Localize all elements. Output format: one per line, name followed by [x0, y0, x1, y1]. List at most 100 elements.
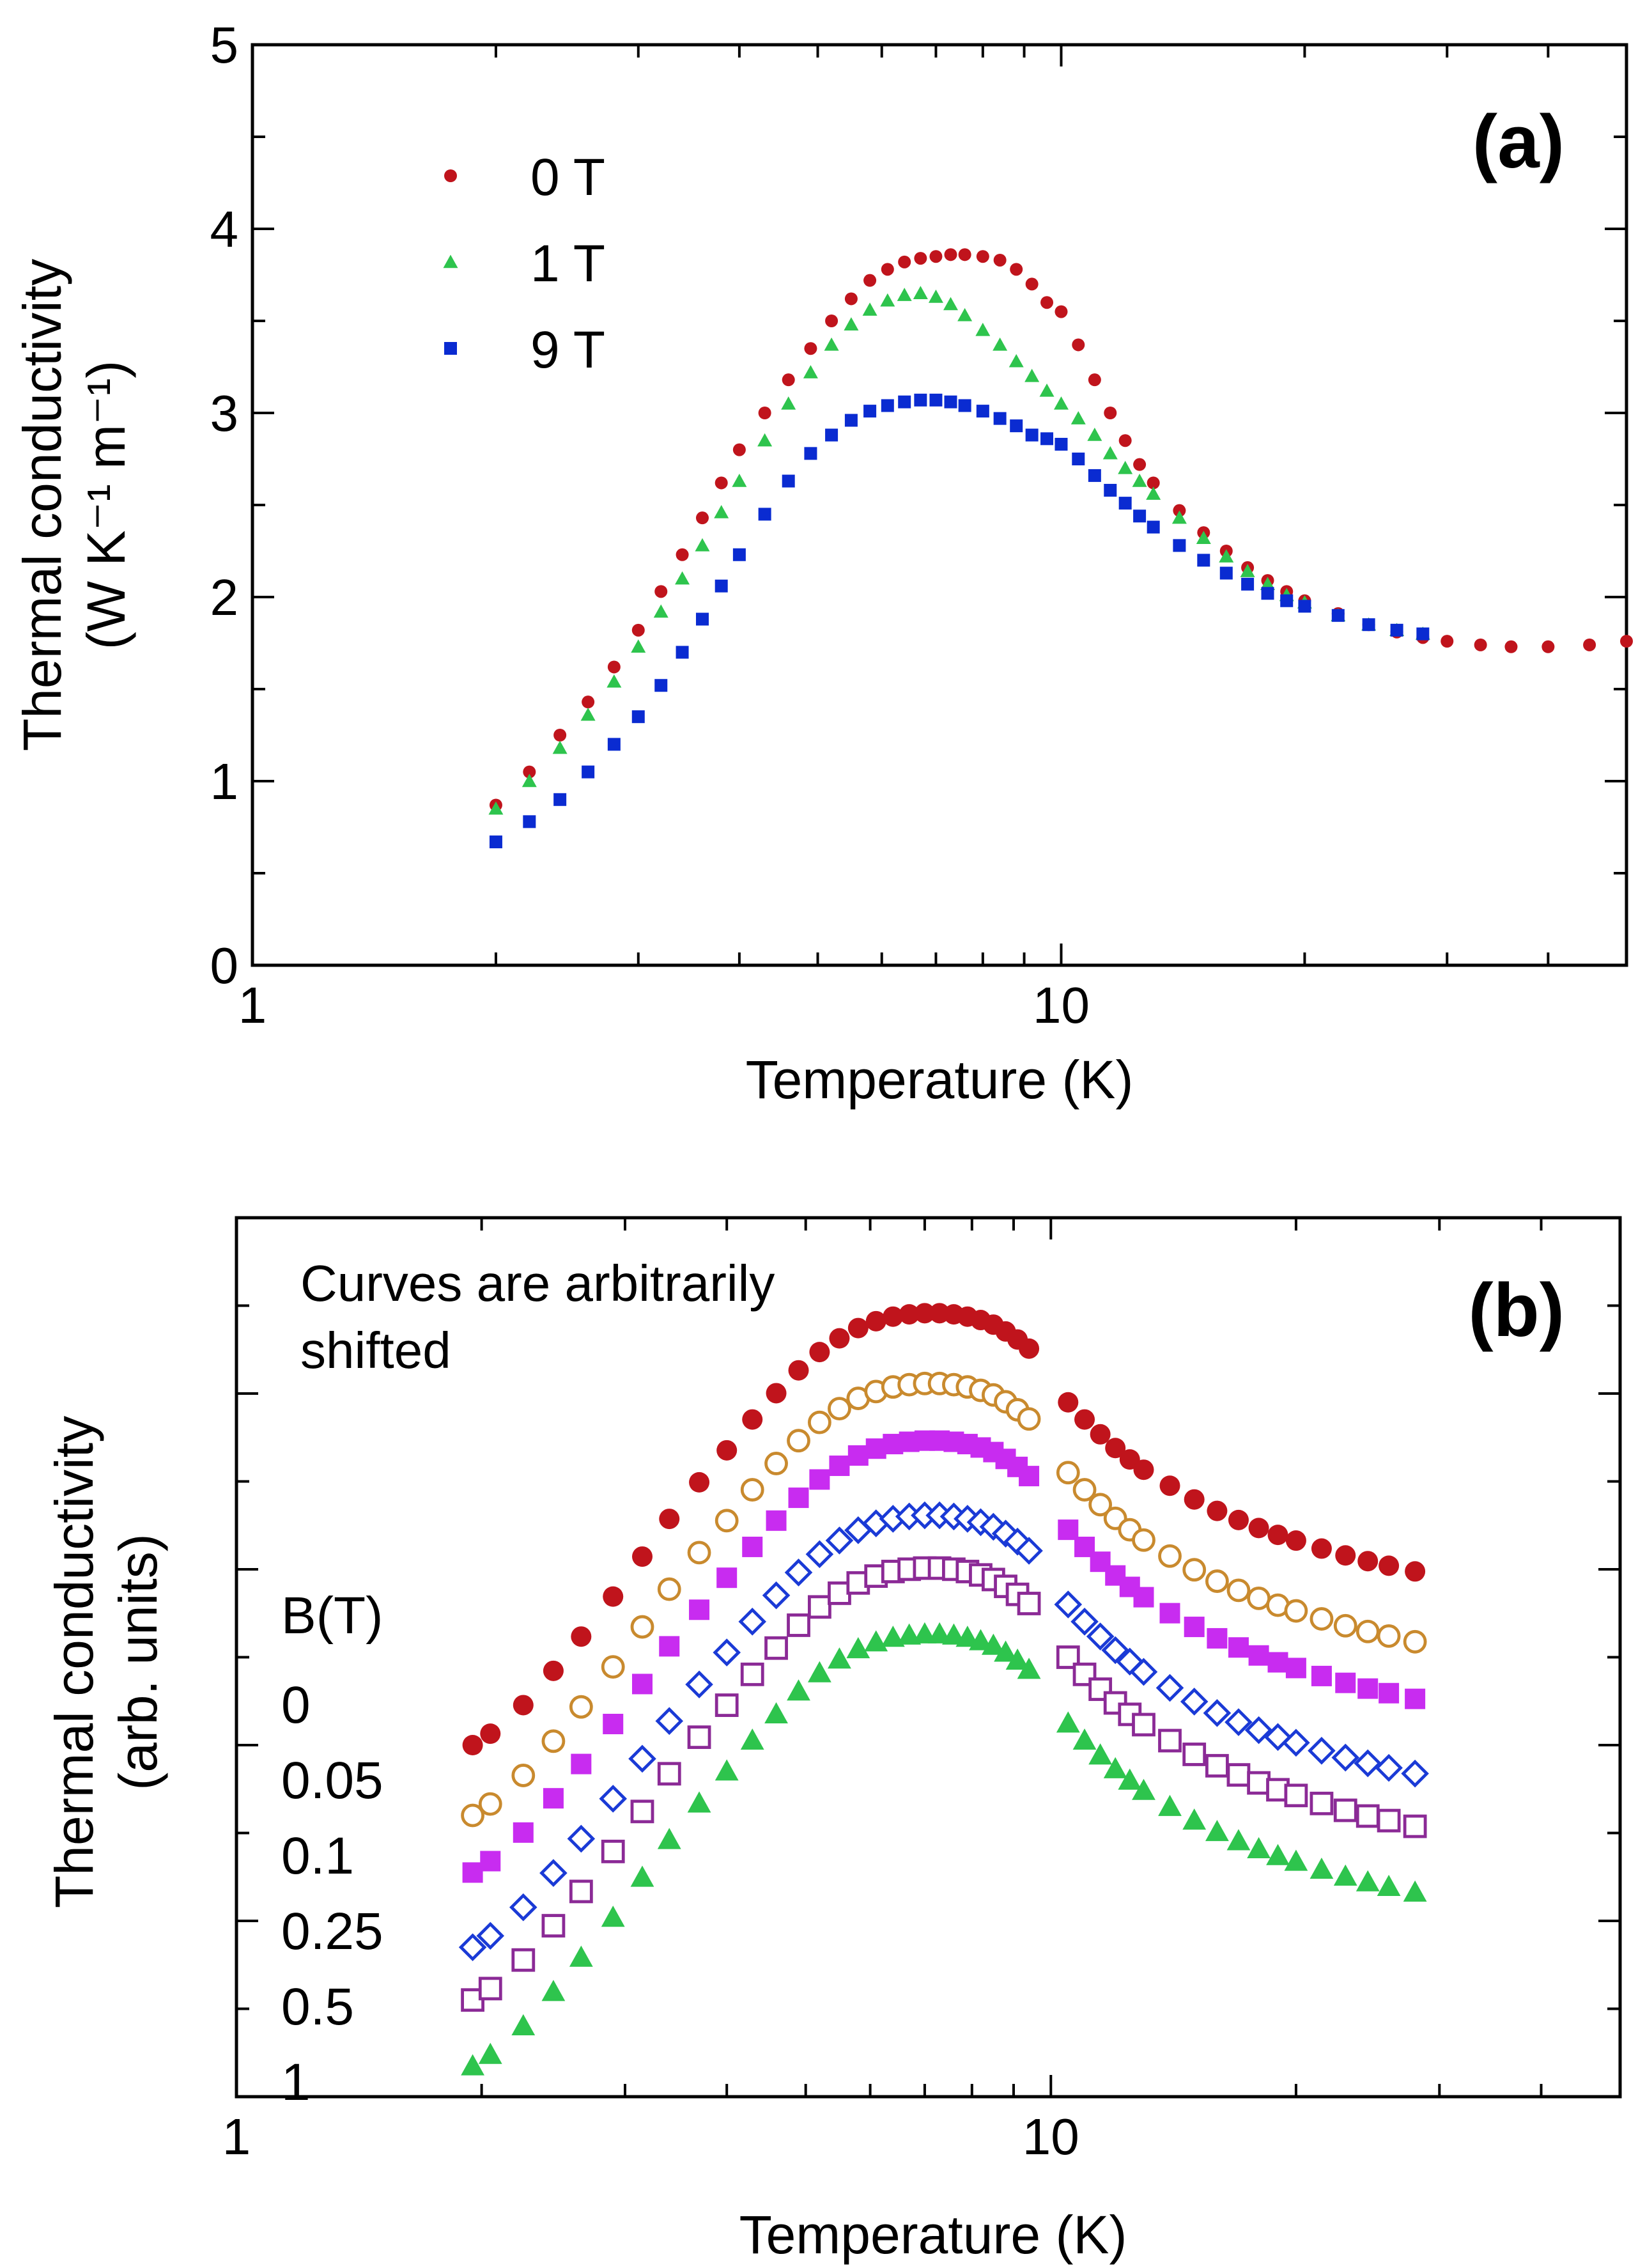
data-point — [607, 660, 621, 674]
data-point — [1298, 600, 1311, 613]
data-point — [1056, 1711, 1080, 1733]
data-point — [958, 248, 971, 261]
data-point — [1379, 1682, 1400, 1704]
data-point — [1147, 476, 1160, 490]
data-point — [1118, 1768, 1142, 1790]
legend-label: 1 T — [530, 235, 605, 293]
legend-label: 1 — [281, 2053, 311, 2111]
data-point — [1010, 419, 1023, 433]
data-point — [478, 1977, 502, 2001]
data-point — [1088, 1677, 1113, 1701]
data-point — [1070, 411, 1086, 424]
data-point — [740, 1728, 764, 1750]
data-point — [553, 729, 567, 742]
data-point — [787, 1679, 810, 1701]
data-point — [881, 263, 894, 276]
data-point — [607, 738, 621, 751]
data-point — [1266, 1844, 1290, 1865]
data-point — [480, 1723, 501, 1744]
data-point — [864, 1564, 888, 1588]
data-point — [809, 1342, 830, 1363]
data-point — [1019, 1466, 1040, 1487]
data-point — [569, 1945, 593, 1967]
data-point — [631, 710, 645, 724]
panel-a-series-1-T — [488, 286, 1430, 815]
data-point — [1405, 1688, 1426, 1709]
data-point — [943, 297, 959, 311]
data-point — [1133, 458, 1147, 471]
data-point — [462, 1862, 483, 1883]
data-point — [927, 1622, 952, 1643]
data-point — [1158, 1544, 1182, 1568]
data-point — [732, 443, 746, 456]
legend-label: 9 T — [530, 321, 605, 379]
data-point — [955, 1626, 980, 1647]
data-point — [809, 1469, 830, 1490]
data-point — [1072, 453, 1085, 465]
data-point — [1403, 1814, 1427, 1838]
data-point — [715, 579, 728, 593]
data-point — [1017, 1407, 1041, 1431]
data-point — [1025, 428, 1039, 442]
data-point — [631, 1674, 653, 1695]
data-point — [863, 405, 877, 418]
panel-b-x-tick-label: 10 — [1023, 2108, 1079, 2165]
data-point — [1017, 1658, 1041, 1679]
data-point — [1335, 1672, 1356, 1693]
data-point — [1416, 627, 1430, 641]
data-point — [1158, 1794, 1182, 1816]
data-point — [805, 1540, 834, 1569]
data-point — [523, 765, 536, 779]
data-point — [880, 293, 895, 307]
data-point — [1104, 407, 1117, 419]
data-point — [676, 548, 689, 561]
data-point — [695, 511, 709, 525]
data-point — [975, 322, 991, 336]
data-point — [462, 1735, 483, 1755]
panel-b-y-axis-title-line2: (arb. units) — [108, 1534, 168, 1790]
data-point — [687, 1725, 711, 1750]
data-point — [1333, 1798, 1357, 1822]
data-point — [732, 548, 746, 561]
data-point — [509, 1893, 537, 1922]
data-point — [865, 1310, 886, 1332]
data-point — [1354, 1749, 1382, 1778]
data-point — [1356, 1870, 1380, 1891]
data-point — [1267, 1525, 1288, 1546]
data-point — [511, 2014, 536, 2036]
data-point — [804, 447, 817, 460]
data-point — [1541, 640, 1555, 653]
panel-a-x-axis-title: Temperature (K) — [746, 1050, 1134, 1110]
data-point — [782, 474, 795, 488]
data-point — [480, 1851, 501, 1872]
data-point — [757, 433, 773, 447]
data-point — [659, 1509, 680, 1530]
panel-a-y-tick-label: 0 — [210, 937, 239, 994]
data-point — [1377, 1624, 1401, 1648]
data-point — [539, 1859, 568, 1887]
panel-b-series-0_05 — [461, 1371, 1427, 1828]
data-point — [1284, 1783, 1308, 1808]
data-point — [654, 679, 668, 692]
data-point — [1441, 635, 1454, 648]
data-point — [764, 1702, 788, 1724]
data-point — [847, 1445, 869, 1466]
data-point — [1308, 1737, 1336, 1765]
data-point — [897, 288, 912, 301]
data-point — [847, 1317, 869, 1339]
data-point — [1019, 1338, 1040, 1359]
data-point — [1090, 1424, 1111, 1445]
data-point — [695, 612, 709, 626]
data-point — [607, 674, 622, 688]
panel-b-legend: B(T) 0 0.05 0.1 0.25 0.5 1 — [281, 1587, 383, 2111]
data-point — [1146, 486, 1161, 500]
data-point — [1184, 1617, 1205, 1638]
data-point — [1207, 1500, 1228, 1521]
data-point — [523, 815, 536, 828]
data-point — [1184, 1489, 1205, 1510]
data-point — [788, 1487, 809, 1509]
data-point — [511, 1948, 536, 1972]
data-point — [689, 1599, 710, 1620]
data-point — [571, 1626, 592, 1647]
